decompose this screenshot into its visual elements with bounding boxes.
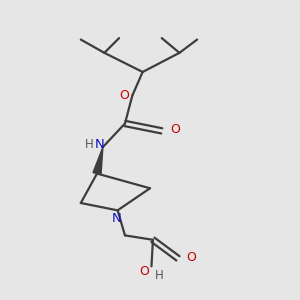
Text: N: N — [94, 138, 104, 151]
Text: H: H — [85, 138, 94, 151]
Text: O: O — [119, 89, 129, 102]
Text: N: N — [111, 212, 121, 225]
Text: O: O — [170, 124, 180, 136]
Text: H: H — [154, 268, 163, 282]
Text: O: O — [186, 251, 196, 264]
Polygon shape — [93, 147, 103, 174]
Text: O: O — [139, 265, 149, 278]
